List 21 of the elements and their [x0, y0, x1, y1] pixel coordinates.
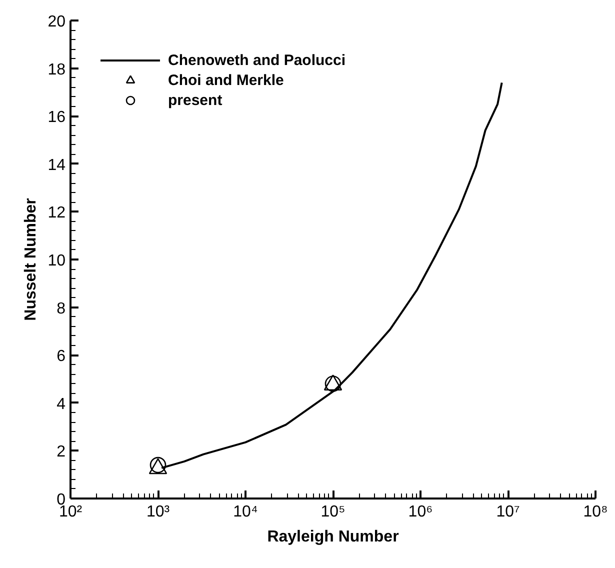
legend-label: Chenoweth and Paolucci [168, 52, 346, 68]
legend-label: Choi and Merkle [168, 72, 284, 88]
y-tick-label: 14 [48, 156, 66, 174]
y-tick-label: 8 [56, 300, 66, 318]
y-tick-label: 4 [56, 396, 66, 413]
x-tick-label: 10⁸ [583, 504, 608, 520]
y-tick-label: 20 [48, 14, 66, 30]
y-tick-label: 2 [56, 444, 66, 461]
legend-label: present [168, 92, 222, 108]
x-tick-label: 10⁴ [233, 504, 258, 520]
y-tick-label: 18 [48, 61, 66, 78]
x-tick-label: 10³ [146, 504, 170, 520]
y-tick-label: 12 [48, 204, 66, 222]
x-axis-title: Rayleigh Number [267, 528, 399, 546]
x-tick-label: 10⁵ [320, 504, 346, 520]
y-axis-title: Nusselt Number [22, 198, 40, 321]
x-tick-label: 10⁷ [496, 504, 520, 520]
y-tick-label: 10 [48, 252, 66, 270]
y-tick-label: 16 [48, 109, 66, 126]
x-tick-label: 10⁶ [408, 504, 433, 520]
y-tick-label: 6 [56, 348, 66, 366]
